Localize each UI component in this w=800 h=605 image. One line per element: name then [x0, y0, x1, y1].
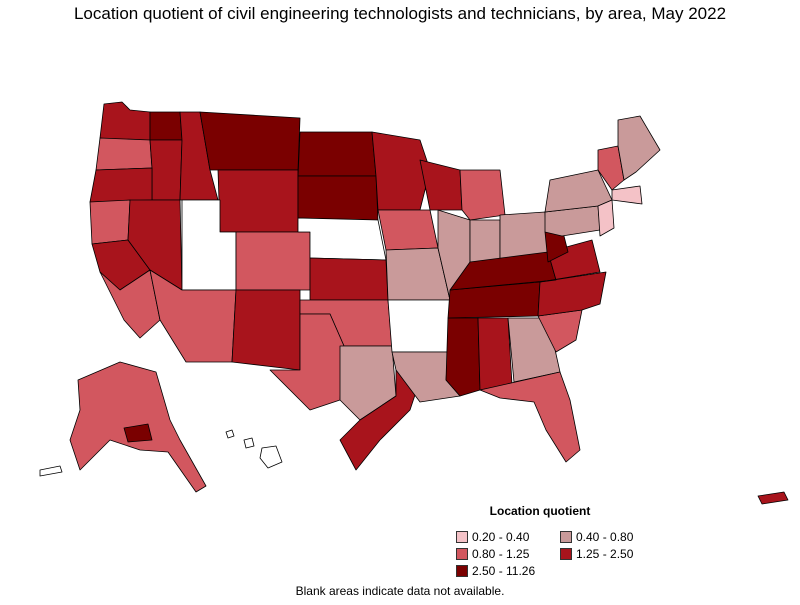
area-hawaii-2: [243, 437, 255, 449]
area-washington-east: [149, 111, 183, 141]
legend-label-1: 0.40 - 0.80: [576, 530, 634, 544]
legend-swatch-4: [456, 565, 468, 577]
area-nebraska: [297, 217, 387, 261]
area-mississippi: [445, 317, 481, 397]
legend-grid: 0.20 - 0.40 0.40 - 0.80 0.80 - 1.25 1.25…: [440, 530, 690, 578]
legend-label-4: 2.50 - 11.26: [472, 564, 536, 578]
legend-title: Location quotient: [489, 504, 591, 518]
area-california-north: [89, 199, 131, 245]
area-north-carolina: [537, 271, 607, 317]
legend-item-4: 2.50 - 11.26: [440, 564, 544, 578]
area-texas-west: [269, 313, 345, 411]
area-aleutians: [39, 465, 63, 477]
area-south-dakota: [297, 175, 379, 221]
area-montana: [199, 111, 301, 171]
legend-swatch-3: [560, 548, 572, 560]
area-alaska-south-central: [123, 423, 153, 443]
footnote: Blank areas indicate data not available.: [295, 584, 505, 598]
legend-swatch-2: [456, 548, 468, 560]
area-arkansas: [387, 299, 451, 353]
legend-item-2: 0.80 - 1.25: [440, 547, 544, 561]
area-minnesota: [371, 131, 431, 211]
legend-item-1: 0.40 - 0.80: [544, 530, 648, 544]
legend: Location quotient 0.20 - 0.40 0.40 - 0.8…: [440, 504, 690, 578]
legend-label-2: 0.80 - 1.25: [472, 547, 530, 561]
map-title: Location quotient of civil engineering t…: [73, 4, 727, 23]
area-alabama: [477, 317, 513, 391]
legend-swatch-0: [456, 531, 468, 543]
area-colorado: [235, 231, 311, 291]
legend-swatch-1: [560, 531, 572, 543]
area-oregon-south: [89, 167, 153, 203]
area-florida: [479, 371, 581, 463]
legend-label-0: 0.20 - 0.40: [472, 530, 530, 544]
area-washington-west: [99, 101, 151, 143]
area-mid-atlantic: [597, 199, 615, 237]
area-wyoming: [217, 169, 299, 233]
legend-item-3: 1.25 - 2.50: [544, 547, 648, 561]
area-oregon-north: [95, 137, 153, 171]
area-wisconsin: [419, 159, 463, 211]
legend-item-0: 0.20 - 0.40: [440, 530, 544, 544]
area-hawaii-1: [225, 429, 235, 439]
area-kansas: [309, 257, 389, 301]
area-north-dakota: [297, 131, 377, 177]
area-puerto-rico: [757, 491, 789, 505]
area-vermont-nh: [597, 145, 625, 191]
area-oregon-east: [149, 139, 183, 201]
area-maine: [617, 115, 661, 181]
legend-label-3: 1.25 - 2.50: [576, 547, 634, 561]
area-michigan: [459, 169, 506, 221]
area-new-mexico: [231, 289, 301, 371]
area-southern-new-england: [611, 185, 643, 205]
area-hawaii-3: [259, 445, 283, 469]
area-iowa: [377, 209, 439, 251]
